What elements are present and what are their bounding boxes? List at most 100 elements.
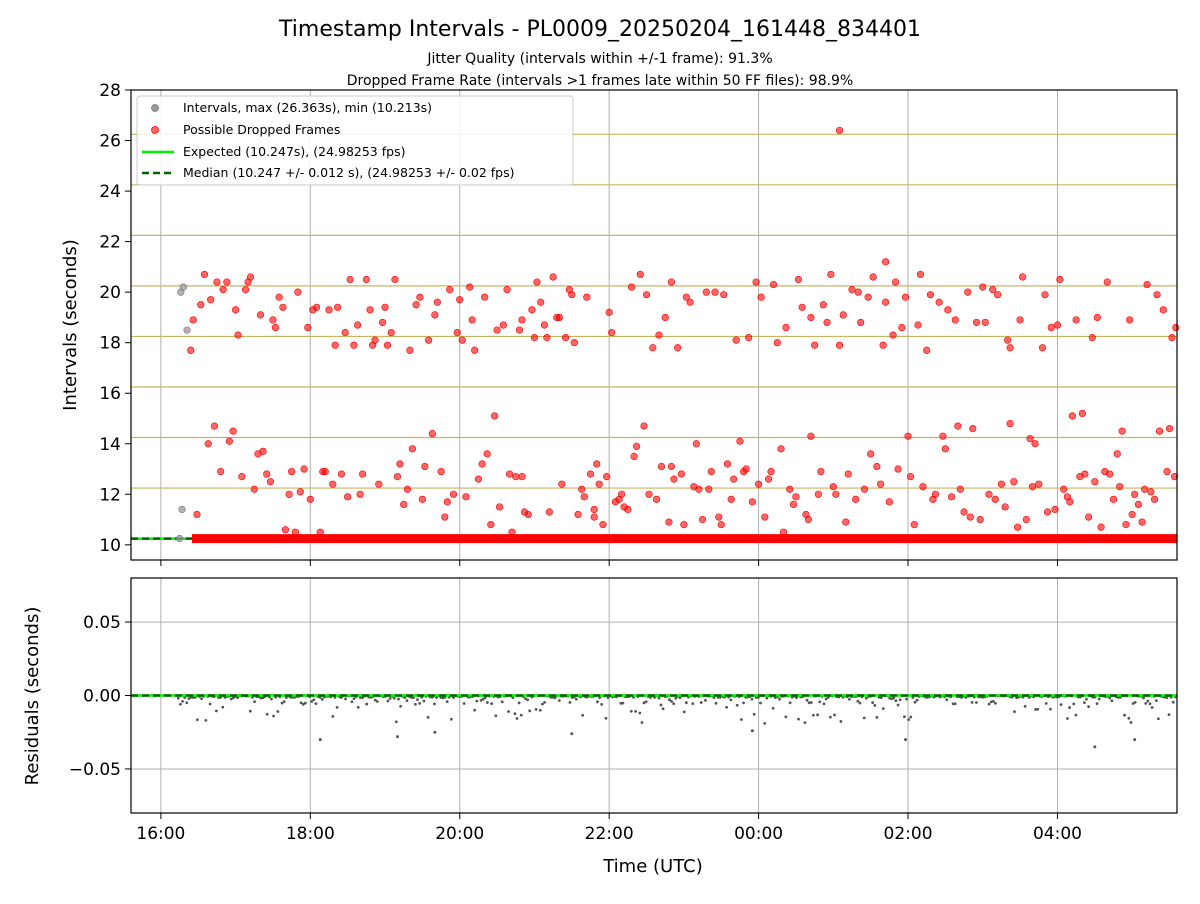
dropped-frame-point-94 [481, 293, 489, 301]
dropped-frame-point-134 [605, 308, 613, 316]
dropped-frame-point-95 [483, 450, 491, 458]
dropped-frame-point-244 [948, 493, 956, 501]
dropped-frame-point-188 [773, 339, 781, 347]
top-ytick-label-2: 14 [99, 435, 121, 455]
dropped-frame-point-111 [533, 278, 541, 286]
residual-point-99 [386, 699, 390, 703]
residual-point-467 [1165, 696, 1169, 700]
residual-point-336 [888, 696, 891, 700]
residual-point-463 [1157, 717, 1160, 721]
residual-point-406 [1036, 707, 1040, 711]
residual-point-247 [699, 701, 703, 704]
residual-point-107 [403, 696, 407, 699]
dropped-frame-point-82 [443, 498, 451, 506]
top-axes-frame [130, 89, 1178, 561]
dropped-frame-point-302 [1128, 510, 1136, 519]
dropped-frame-point-322 [667, 462, 676, 471]
residual-point-198 [596, 700, 599, 704]
dropped-frame-point-222 [879, 341, 887, 349]
residual-point-58 [299, 701, 303, 705]
residual-point-150 [494, 714, 498, 718]
residual-point-328 [871, 701, 875, 705]
residual-point-113 [416, 698, 419, 702]
residual-point-146 [485, 701, 489, 704]
dropped-frame-point-182 [754, 480, 763, 488]
dropped-frame-point-133 [603, 473, 611, 481]
residual-point-165 [526, 698, 530, 702]
residual-point-85 [356, 705, 360, 709]
residual-point-219 [640, 721, 644, 724]
dropped-frame-point-170 [717, 521, 725, 529]
residual-point-116 [422, 699, 426, 703]
residual-point-28 [236, 696, 239, 699]
dropped-frame-point-240 [935, 298, 943, 306]
dropped-frame-point-16 [238, 473, 246, 481]
dropped-frame-point-280 [1060, 485, 1068, 493]
dropped-frame-point-48 [337, 470, 346, 478]
residual-outlier-0 [318, 738, 322, 742]
dropped-frame-point-307 [1143, 280, 1151, 289]
dropped-frame-point-251 [969, 425, 977, 433]
residual-point-63 [310, 700, 314, 703]
dropped-frame-point-54 [356, 490, 364, 498]
dropped-frame-point-119 [558, 480, 566, 488]
dropped-frame-point-130 [593, 460, 601, 468]
residual-point-470 [1171, 700, 1175, 704]
bottom-ytick-label-1: 0.00 [83, 687, 121, 707]
top-ytick-label-9: 28 [99, 81, 121, 101]
residual-point-447 [1123, 713, 1126, 717]
residual-point-214 [629, 709, 633, 713]
residual-point-271 [750, 697, 754, 701]
residual-point-321 [856, 699, 860, 703]
dropped-frame-point-41 [316, 528, 324, 536]
residual-point-237 [678, 696, 682, 700]
dropped-frame-point-225 [889, 331, 897, 339]
dropped-frame-point-28 [275, 293, 283, 301]
dropped-frame-point-283 [1068, 412, 1076, 420]
residual-point-363 [945, 698, 949, 702]
dropped-frame-point-229 [901, 293, 910, 301]
legend: Intervals, max (26.363s), min (10.213s) … [136, 95, 574, 186]
residual-point-178 [553, 696, 557, 700]
residual-point-227 [657, 696, 661, 700]
dropped-frame-point-258 [991, 495, 999, 503]
dropped-frame-point-252 [972, 318, 981, 327]
dropped-frame-point-217 [864, 293, 872, 301]
dropped-frame-point-174 [730, 475, 738, 483]
dropped-frame-point-157 [677, 470, 685, 478]
residual-point-158 [511, 696, 515, 700]
top-ytick-label-3: 16 [99, 384, 121, 404]
xtick-label-2: 20:00 [435, 824, 484, 844]
residual-point-239 [682, 710, 686, 714]
dropped-frame-point-286 [1078, 409, 1086, 418]
dropped-frame-point-105 [515, 326, 524, 334]
legend-marker-dropped [151, 126, 159, 134]
dropped-frame-point-202 [817, 467, 825, 476]
dropped-frame-point-208 [835, 341, 844, 349]
dropped-frame-point-102 [505, 470, 514, 478]
dropped-frame-point-57 [366, 306, 374, 314]
residual-point-102 [392, 696, 396, 700]
residual-point-261 [729, 698, 733, 702]
residual-point-73 [331, 714, 335, 718]
residual-point-313 [839, 720, 843, 723]
residual-point-233 [670, 699, 673, 703]
dropped-frame-point-212 [848, 286, 856, 294]
residual-point-199 [598, 696, 601, 699]
dropped-frame-point-90 [468, 316, 476, 324]
residual-outlier-2 [433, 730, 437, 734]
dropped-frame-point-200 [811, 341, 819, 349]
dropped-frame-point-128 [586, 470, 595, 478]
dropped-frame-point-221 [877, 480, 885, 488]
residual-point-172 [541, 702, 544, 706]
dropped-frame-point-110 [530, 334, 539, 342]
dropped-frame-point-36 [300, 465, 308, 473]
top-ytick-label-7: 24 [99, 182, 121, 202]
residual-outlier-4 [1093, 745, 1097, 749]
residual-point-449 [1127, 716, 1131, 720]
dropped-frame-point-138 [618, 490, 626, 498]
residual-point-51 [284, 696, 288, 699]
dropped-frame-point-141 [627, 283, 636, 291]
dropped-frame-point-257 [989, 286, 997, 294]
residual-point-339 [894, 699, 898, 703]
